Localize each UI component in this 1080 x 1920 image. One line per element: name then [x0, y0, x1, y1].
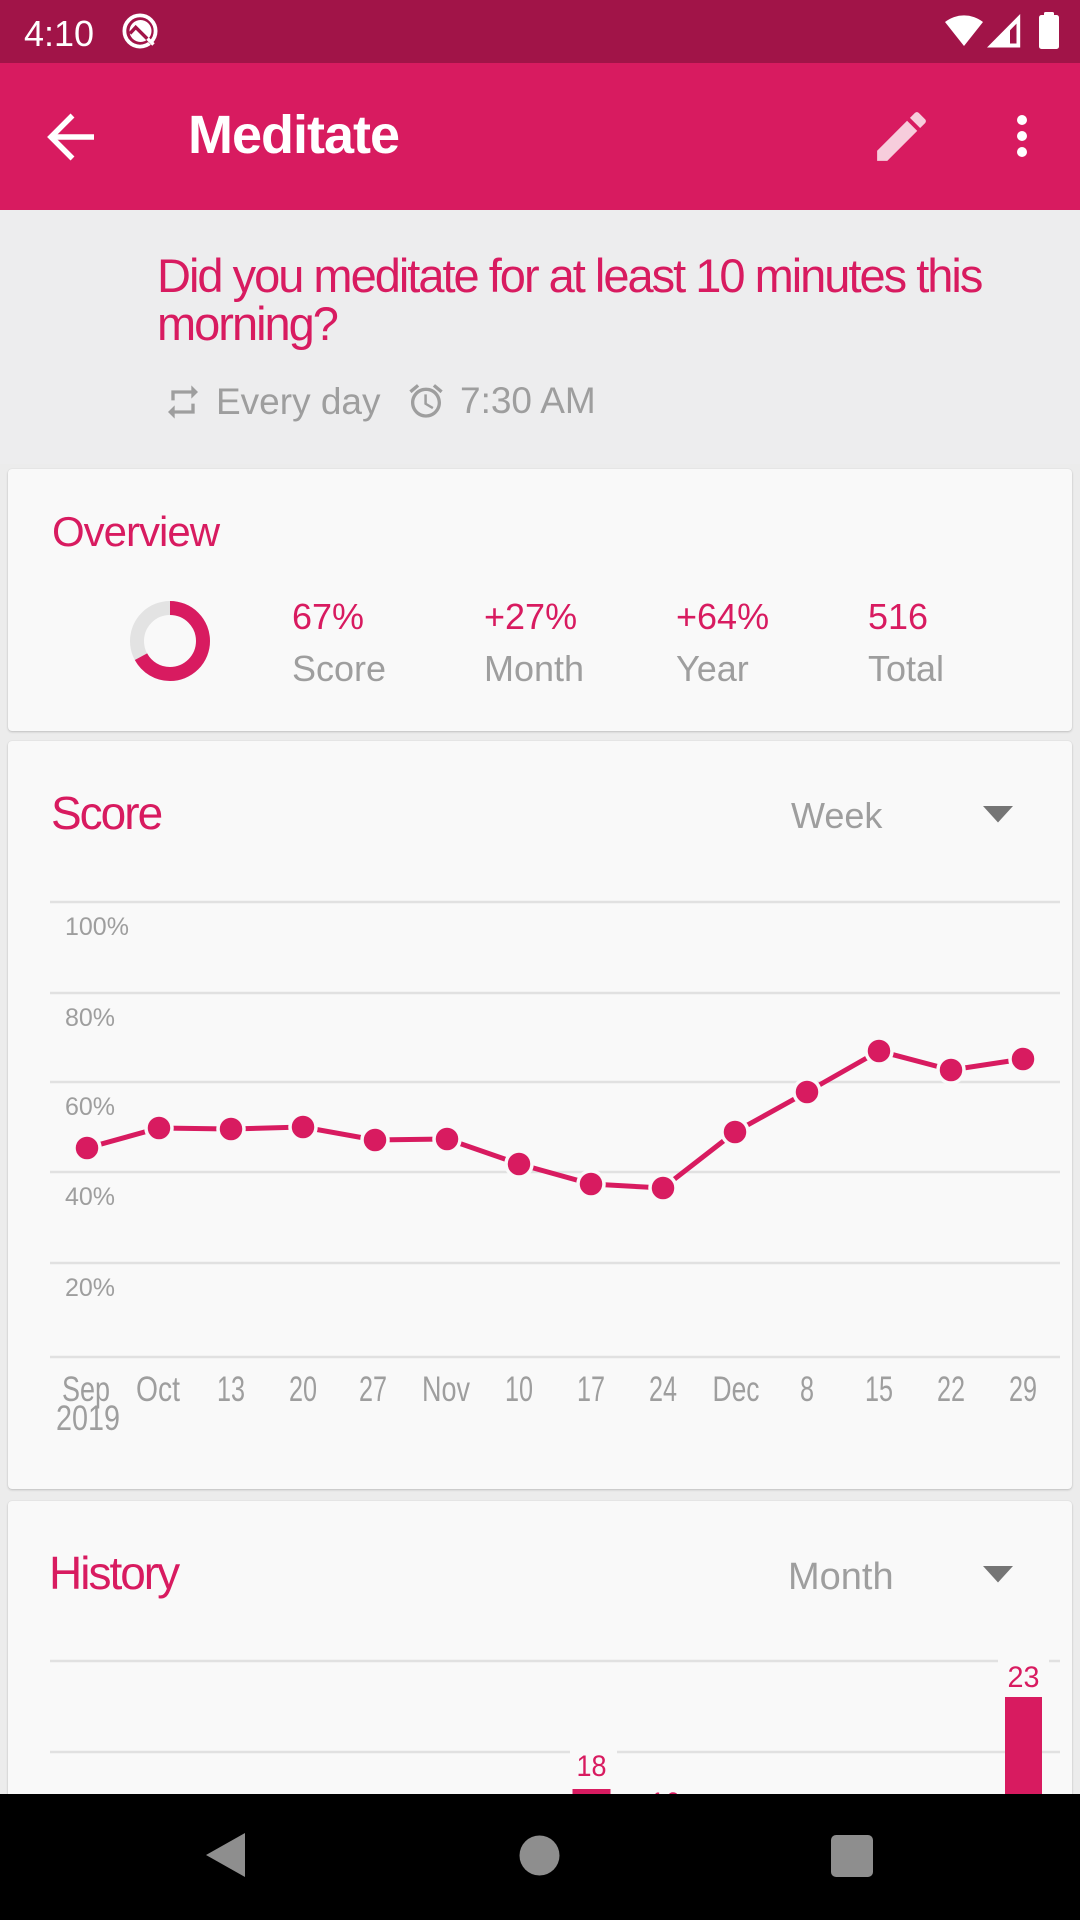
svg-text:20%: 20%	[65, 1274, 115, 1302]
svg-text:Dec: Dec	[713, 1370, 760, 1409]
svg-text:60%: 60%	[65, 1093, 115, 1121]
svg-text:22: 22	[937, 1370, 965, 1409]
svg-text:100%: 100%	[65, 913, 129, 941]
svg-text:23: 23	[1008, 1661, 1040, 1694]
svg-text:40%: 40%	[65, 1183, 115, 1211]
svg-text:20: 20	[289, 1370, 317, 1409]
svg-text:8: 8	[800, 1370, 814, 1409]
svg-text:29: 29	[1009, 1370, 1037, 1409]
svg-text:15: 15	[865, 1370, 893, 1409]
svg-text:80%: 80%	[65, 1004, 115, 1032]
svg-text:10: 10	[505, 1370, 533, 1409]
svg-text:Sep: Sep	[62, 1370, 110, 1409]
svg-text:2019: 2019	[56, 1399, 120, 1438]
svg-text:13: 13	[217, 1370, 245, 1409]
svg-text:24: 24	[649, 1370, 677, 1409]
svg-text:18: 18	[577, 1750, 607, 1783]
svg-text:27: 27	[359, 1370, 387, 1409]
svg-text:Oct: Oct	[136, 1370, 180, 1409]
svg-text:17: 17	[577, 1370, 605, 1409]
svg-text:Nov: Nov	[422, 1370, 470, 1409]
